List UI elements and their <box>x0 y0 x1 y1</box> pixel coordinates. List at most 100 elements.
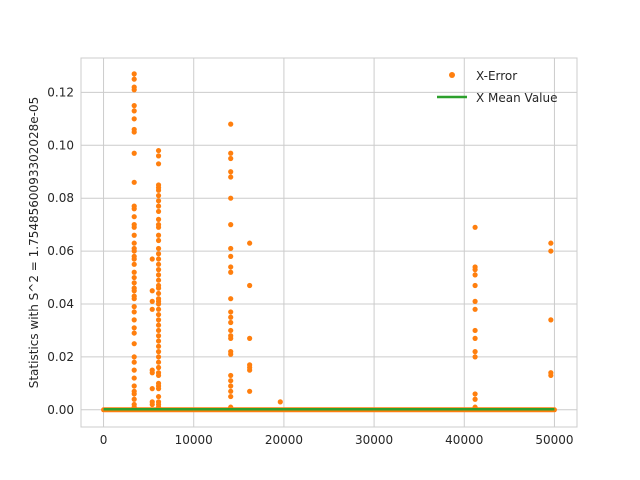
scatter-point <box>228 393 234 400</box>
y-tick-label: 0.12 <box>47 85 74 99</box>
scatter-point <box>228 335 234 341</box>
scatter-point <box>155 393 162 400</box>
scatter-point <box>472 306 478 312</box>
scatter-point <box>472 396 478 402</box>
scatter-point <box>472 354 478 360</box>
scatter-point <box>131 280 137 286</box>
scatter-point <box>155 364 162 371</box>
scatter-point <box>548 240 554 246</box>
scatter-point <box>149 298 155 304</box>
scatter-point <box>228 222 234 228</box>
scatter-point <box>131 288 137 294</box>
scatter-point <box>155 153 162 159</box>
scatter-point <box>131 71 137 77</box>
scatter-point <box>131 129 137 135</box>
y-tick-label: 0.10 <box>47 138 74 152</box>
scatter-point <box>228 253 234 259</box>
grid <box>81 58 577 427</box>
scatter-point <box>247 282 253 289</box>
scatter-point <box>131 375 137 381</box>
scatter-point <box>131 296 137 302</box>
scatter-point <box>155 256 162 262</box>
scatter-point <box>155 224 162 230</box>
scatter-point <box>131 76 137 82</box>
scatter-point <box>149 401 155 408</box>
scatter-point <box>155 187 162 193</box>
scatter-point <box>131 214 137 220</box>
scatter-point <box>548 317 554 323</box>
scatter-point <box>228 150 234 156</box>
scatter-point <box>155 354 162 360</box>
scatter-point <box>472 272 478 278</box>
scatter-point <box>228 327 234 334</box>
scatter-point <box>155 261 162 267</box>
scatter-point <box>149 288 155 294</box>
scatter-point <box>131 256 137 262</box>
scatter-point <box>228 383 234 389</box>
x-tick-label: 0 <box>100 433 108 447</box>
scatter-point <box>131 359 137 365</box>
scatter-point <box>155 232 162 238</box>
scatter-point <box>228 378 234 384</box>
scatter-point <box>155 208 162 215</box>
scatter-point <box>131 317 137 323</box>
scatter-point <box>155 290 162 297</box>
legend-label-x-mean-value: X Mean Value <box>476 91 558 105</box>
scatter-point <box>155 285 162 291</box>
scatter-point <box>131 325 137 331</box>
scatter-point <box>472 267 478 273</box>
scatter-point <box>131 108 137 114</box>
scatter-point <box>131 269 137 275</box>
scatter-point <box>149 306 155 312</box>
scatter-point <box>472 327 478 334</box>
y-tick-label: 0.00 <box>47 403 74 417</box>
scatter-point <box>472 335 478 341</box>
scatter-point <box>131 116 137 122</box>
legend: X-Error X Mean Value <box>437 69 558 105</box>
x-tick-label: 40000 <box>445 433 483 447</box>
scatter-point <box>155 322 162 328</box>
x-tick-label: 50000 <box>535 433 573 447</box>
scatter-point <box>228 372 234 379</box>
scatter-point <box>149 386 155 392</box>
scatter-point <box>155 251 162 257</box>
scatter-point <box>155 245 162 252</box>
scatter-point <box>155 203 162 209</box>
y-tick-label: 0.08 <box>47 191 74 205</box>
y-axis-label: Statistics with S^2 = 1.7548560093302028… <box>27 97 41 389</box>
scatter-point <box>131 150 137 156</box>
scatter-point <box>131 330 137 336</box>
scatter-point <box>131 391 137 397</box>
scatter-point <box>247 240 253 246</box>
scatter-point <box>155 317 162 323</box>
scatter-point <box>131 354 137 360</box>
scatter-point <box>472 298 478 304</box>
y-tick-labels: 0.00 0.02 0.04 0.06 0.08 0.10 0.12 <box>47 85 74 416</box>
scatter-point <box>155 192 162 199</box>
scatter-point <box>472 224 478 230</box>
scatter-point <box>155 333 162 339</box>
scatter-point <box>228 121 234 127</box>
scatter-point <box>228 309 234 315</box>
scatter-point <box>131 274 137 281</box>
x-tick-label: 20000 <box>265 433 303 447</box>
scatter-point <box>155 198 162 204</box>
scatter-point <box>131 206 137 212</box>
scatter-point <box>155 338 162 344</box>
scatter-point <box>155 267 162 273</box>
scatter-point <box>228 351 234 357</box>
legend-marker-x-error <box>449 72 455 78</box>
scatter-point <box>228 174 234 180</box>
scatter-point <box>131 309 137 315</box>
scatter-point <box>131 396 137 402</box>
scatter-point <box>472 349 478 355</box>
scatter-point <box>131 240 137 246</box>
y-tick-label: 0.02 <box>47 350 74 364</box>
scatter-point <box>155 343 162 349</box>
scatter-point <box>131 103 137 109</box>
scatter-point <box>228 155 234 162</box>
legend-label-x-error: X-Error <box>476 69 517 83</box>
scatter-point <box>131 232 137 238</box>
scatter-point <box>548 372 554 379</box>
